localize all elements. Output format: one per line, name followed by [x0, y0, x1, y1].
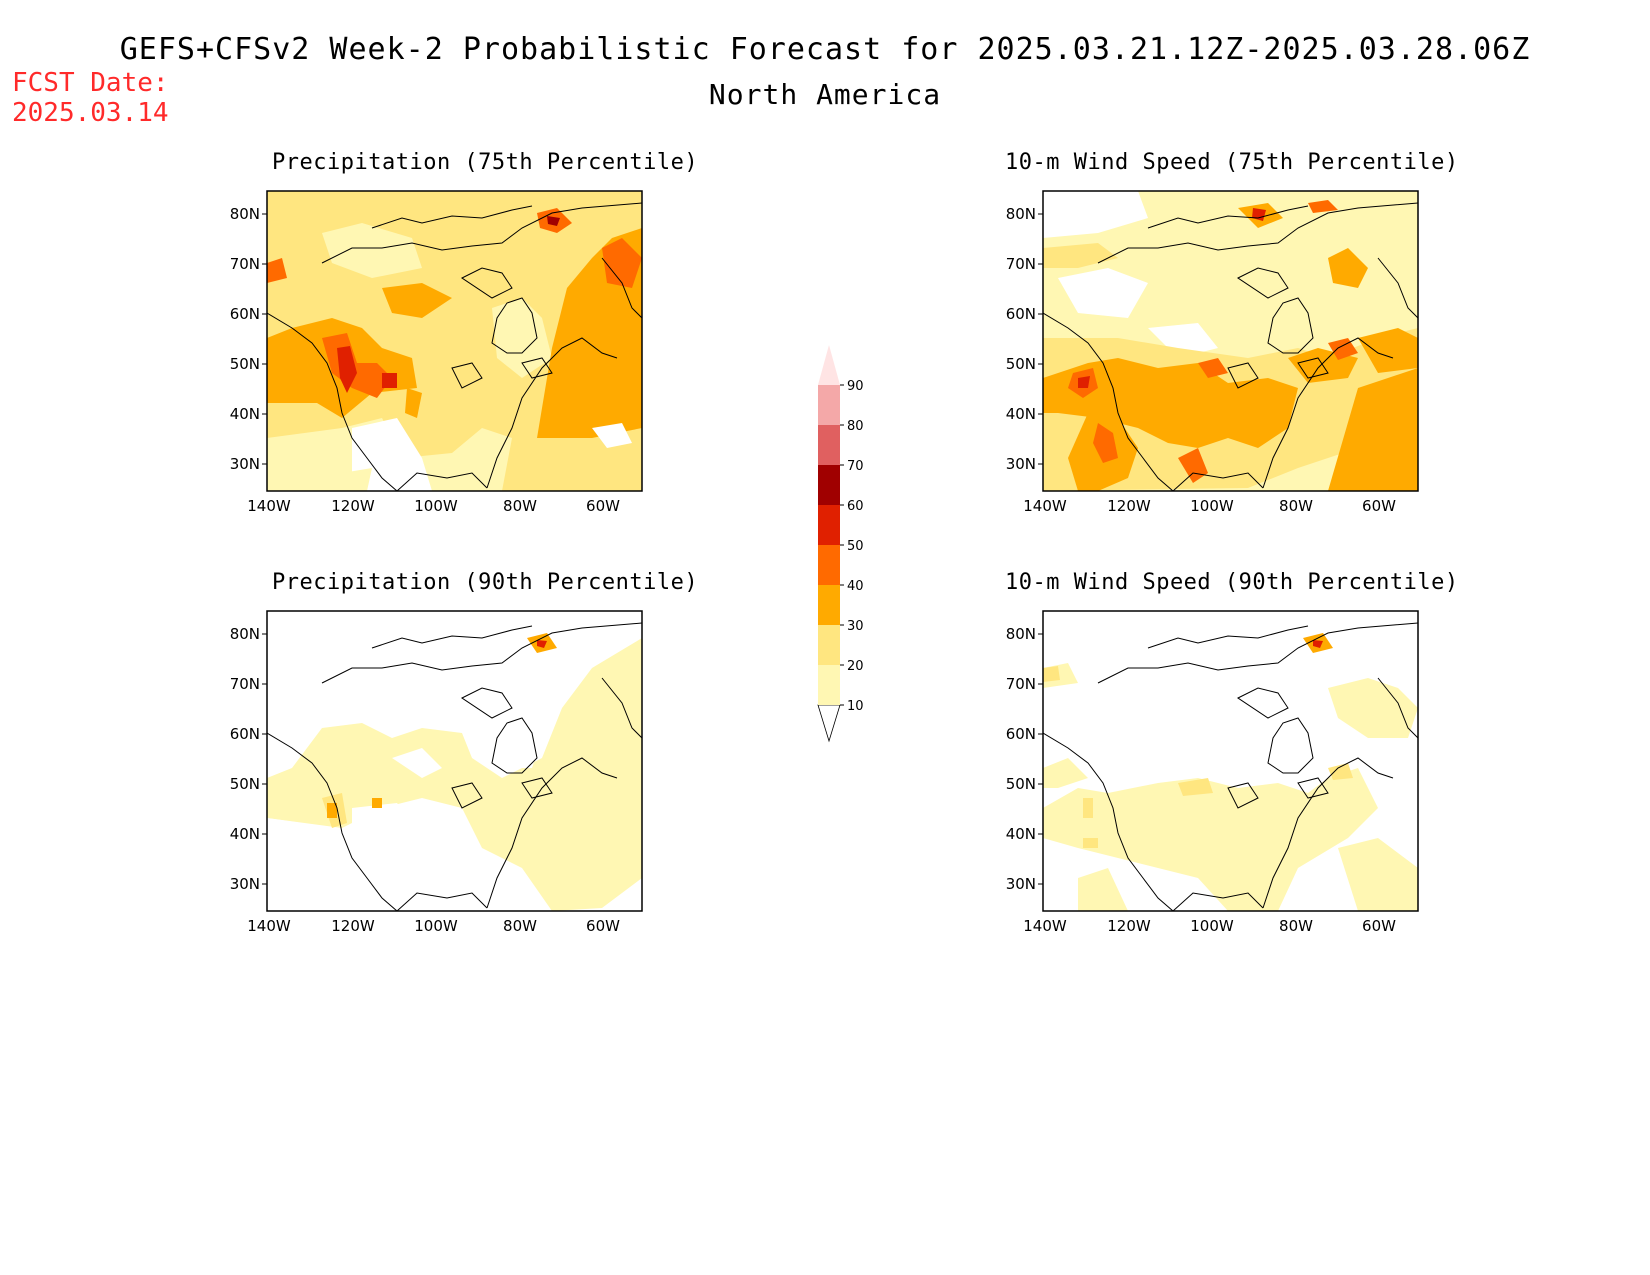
- main-title: GEFS+CFSv2 Week-2 Probabilistic Forecast…: [119, 32, 1531, 67]
- wind-75-lon-axis: 140W 120W 100W 80W 60W: [1023, 497, 1396, 515]
- panel-title-precip-90: Precipitation (90th Percentile): [272, 570, 699, 595]
- colorbar-swatch: [818, 585, 840, 625]
- colorbar: 10 20 30 40 50 60 70 80 90: [817, 345, 864, 743]
- lon-tick-label: 140W: [247, 497, 291, 515]
- precip-75-lat-axis: 80N 70N 60N 50N 40N 30N: [230, 205, 267, 473]
- lat-tick-label: 70N: [230, 675, 260, 693]
- precip-75-coastlines: [267, 202, 642, 491]
- lon-tick-label: 80W: [1279, 497, 1313, 515]
- colorbar-swatch: [818, 625, 840, 665]
- colorbar-swatch: [818, 425, 840, 465]
- map-precip-90: 80N 70N 60N 50N 40N 30N 140W 120W 100W 8…: [230, 610, 643, 935]
- lon-tick-label: 100W: [1190, 917, 1234, 935]
- colorbar-high-triangle: [818, 345, 840, 385]
- wind-90-lat-axis: 80N 70N 60N 50N 40N 30N: [1006, 625, 1043, 893]
- colorbar-low-triangle: [817, 704, 841, 743]
- lon-tick-label: 140W: [247, 917, 291, 935]
- lat-tick-label: 70N: [1006, 255, 1036, 273]
- lat-tick-label: 70N: [1006, 675, 1036, 693]
- lon-tick-label: 100W: [414, 497, 458, 515]
- lat-tick-label: 50N: [1006, 355, 1036, 373]
- lat-tick-label: 60N: [230, 305, 260, 323]
- lon-tick-label: 140W: [1023, 917, 1067, 935]
- region-subtitle: North America: [708, 78, 942, 111]
- lon-tick-label: 60W: [1362, 917, 1396, 935]
- lon-tick-label: 80W: [503, 917, 537, 935]
- lat-tick-label: 50N: [230, 355, 260, 373]
- lat-tick-label: 50N: [230, 775, 260, 793]
- lat-tick-label: 30N: [230, 455, 260, 473]
- lat-tick-label: 40N: [230, 825, 260, 843]
- lon-tick-label: 140W: [1023, 497, 1067, 515]
- lon-tick-label: 100W: [1190, 497, 1234, 515]
- lon-tick-label: 120W: [1107, 497, 1151, 515]
- wind-75-coastlines: [1043, 202, 1418, 491]
- colorbar-label: 60: [847, 499, 864, 514]
- colorbar-label: 20: [847, 659, 864, 674]
- lon-tick-label: 120W: [1107, 917, 1151, 935]
- lon-tick-label: 120W: [331, 917, 375, 935]
- lat-tick-label: 80N: [1006, 625, 1036, 643]
- precip-90-lon-axis: 140W 120W 100W 80W 60W: [247, 917, 620, 935]
- lat-tick-label: 40N: [1006, 405, 1036, 423]
- colorbar-swatch: [818, 665, 840, 705]
- colorbar-swatch: [818, 385, 840, 425]
- map-wind-90: 80N 70N 60N 50N 40N 30N 140W 120W 100W 8…: [1006, 610, 1419, 935]
- colorbar-swatch: [818, 505, 840, 545]
- colorbar-label: 80: [847, 419, 864, 434]
- precip-75-field: [267, 191, 642, 491]
- map-wind-75: 80N 70N 60N 50N 40N 30N 140W 120W 100W 8…: [1006, 190, 1419, 515]
- lat-tick-label: 60N: [1006, 305, 1036, 323]
- colorbar-label: 40: [847, 579, 864, 594]
- panel-title-precip-75: Precipitation (75th Percentile): [272, 150, 699, 175]
- lon-tick-label: 80W: [503, 497, 537, 515]
- map-precip-75: 80N 70N 60N 50N 40N 30N 140W 120W 100W 8…: [230, 190, 643, 515]
- panel-title-wind-75: 10-m Wind Speed (75th Percentile): [1005, 150, 1459, 175]
- lon-tick-label: 100W: [414, 917, 458, 935]
- lat-tick-label: 60N: [1006, 725, 1036, 743]
- colorbar-label: 90: [847, 379, 864, 394]
- colorbar-label: 10: [847, 699, 864, 714]
- lon-tick-label: 120W: [331, 497, 375, 515]
- colorbar-label: 50: [847, 539, 864, 554]
- lat-tick-label: 30N: [1006, 875, 1036, 893]
- lon-tick-label: 60W: [586, 497, 620, 515]
- fcst-date-value: 2025.03.14: [12, 98, 169, 128]
- precip-90-field: [267, 611, 642, 911]
- lon-tick-label: 60W: [586, 917, 620, 935]
- fcst-date-label: FCST Date:: [12, 68, 169, 98]
- wind-90-lon-axis: 140W 120W 100W 80W 60W: [1023, 917, 1396, 935]
- precip-90-lat-axis: 80N 70N 60N 50N 40N 30N: [230, 625, 267, 893]
- lat-tick-label: 50N: [1006, 775, 1036, 793]
- colorbar-label: 70: [847, 459, 864, 474]
- lat-tick-label: 80N: [230, 625, 260, 643]
- wind-90-field: [1043, 611, 1418, 911]
- lat-tick-label: 80N: [1006, 205, 1036, 223]
- wind-75-field: [1043, 191, 1418, 491]
- lon-tick-label: 60W: [1362, 497, 1396, 515]
- lat-tick-label: 80N: [230, 205, 260, 223]
- colorbar-label: 30: [847, 619, 864, 634]
- wind-75-lat-axis: 80N 70N 60N 50N 40N 30N: [1006, 205, 1043, 473]
- precip-75-lon-axis: 140W 120W 100W 80W 60W: [247, 497, 620, 515]
- lat-tick-label: 30N: [230, 875, 260, 893]
- lat-tick-label: 40N: [1006, 825, 1036, 843]
- lat-tick-label: 30N: [1006, 455, 1036, 473]
- wind-90-coastlines: [1043, 622, 1418, 911]
- lon-tick-label: 80W: [1279, 917, 1313, 935]
- precip-90-coastlines: [267, 622, 642, 911]
- colorbar-swatch: [818, 545, 840, 585]
- lat-tick-label: 60N: [230, 725, 260, 743]
- colorbar-swatch: [818, 465, 840, 505]
- lat-tick-label: 40N: [230, 405, 260, 423]
- panel-title-wind-90: 10-m Wind Speed (90th Percentile): [1005, 570, 1459, 595]
- lat-tick-label: 70N: [230, 255, 260, 273]
